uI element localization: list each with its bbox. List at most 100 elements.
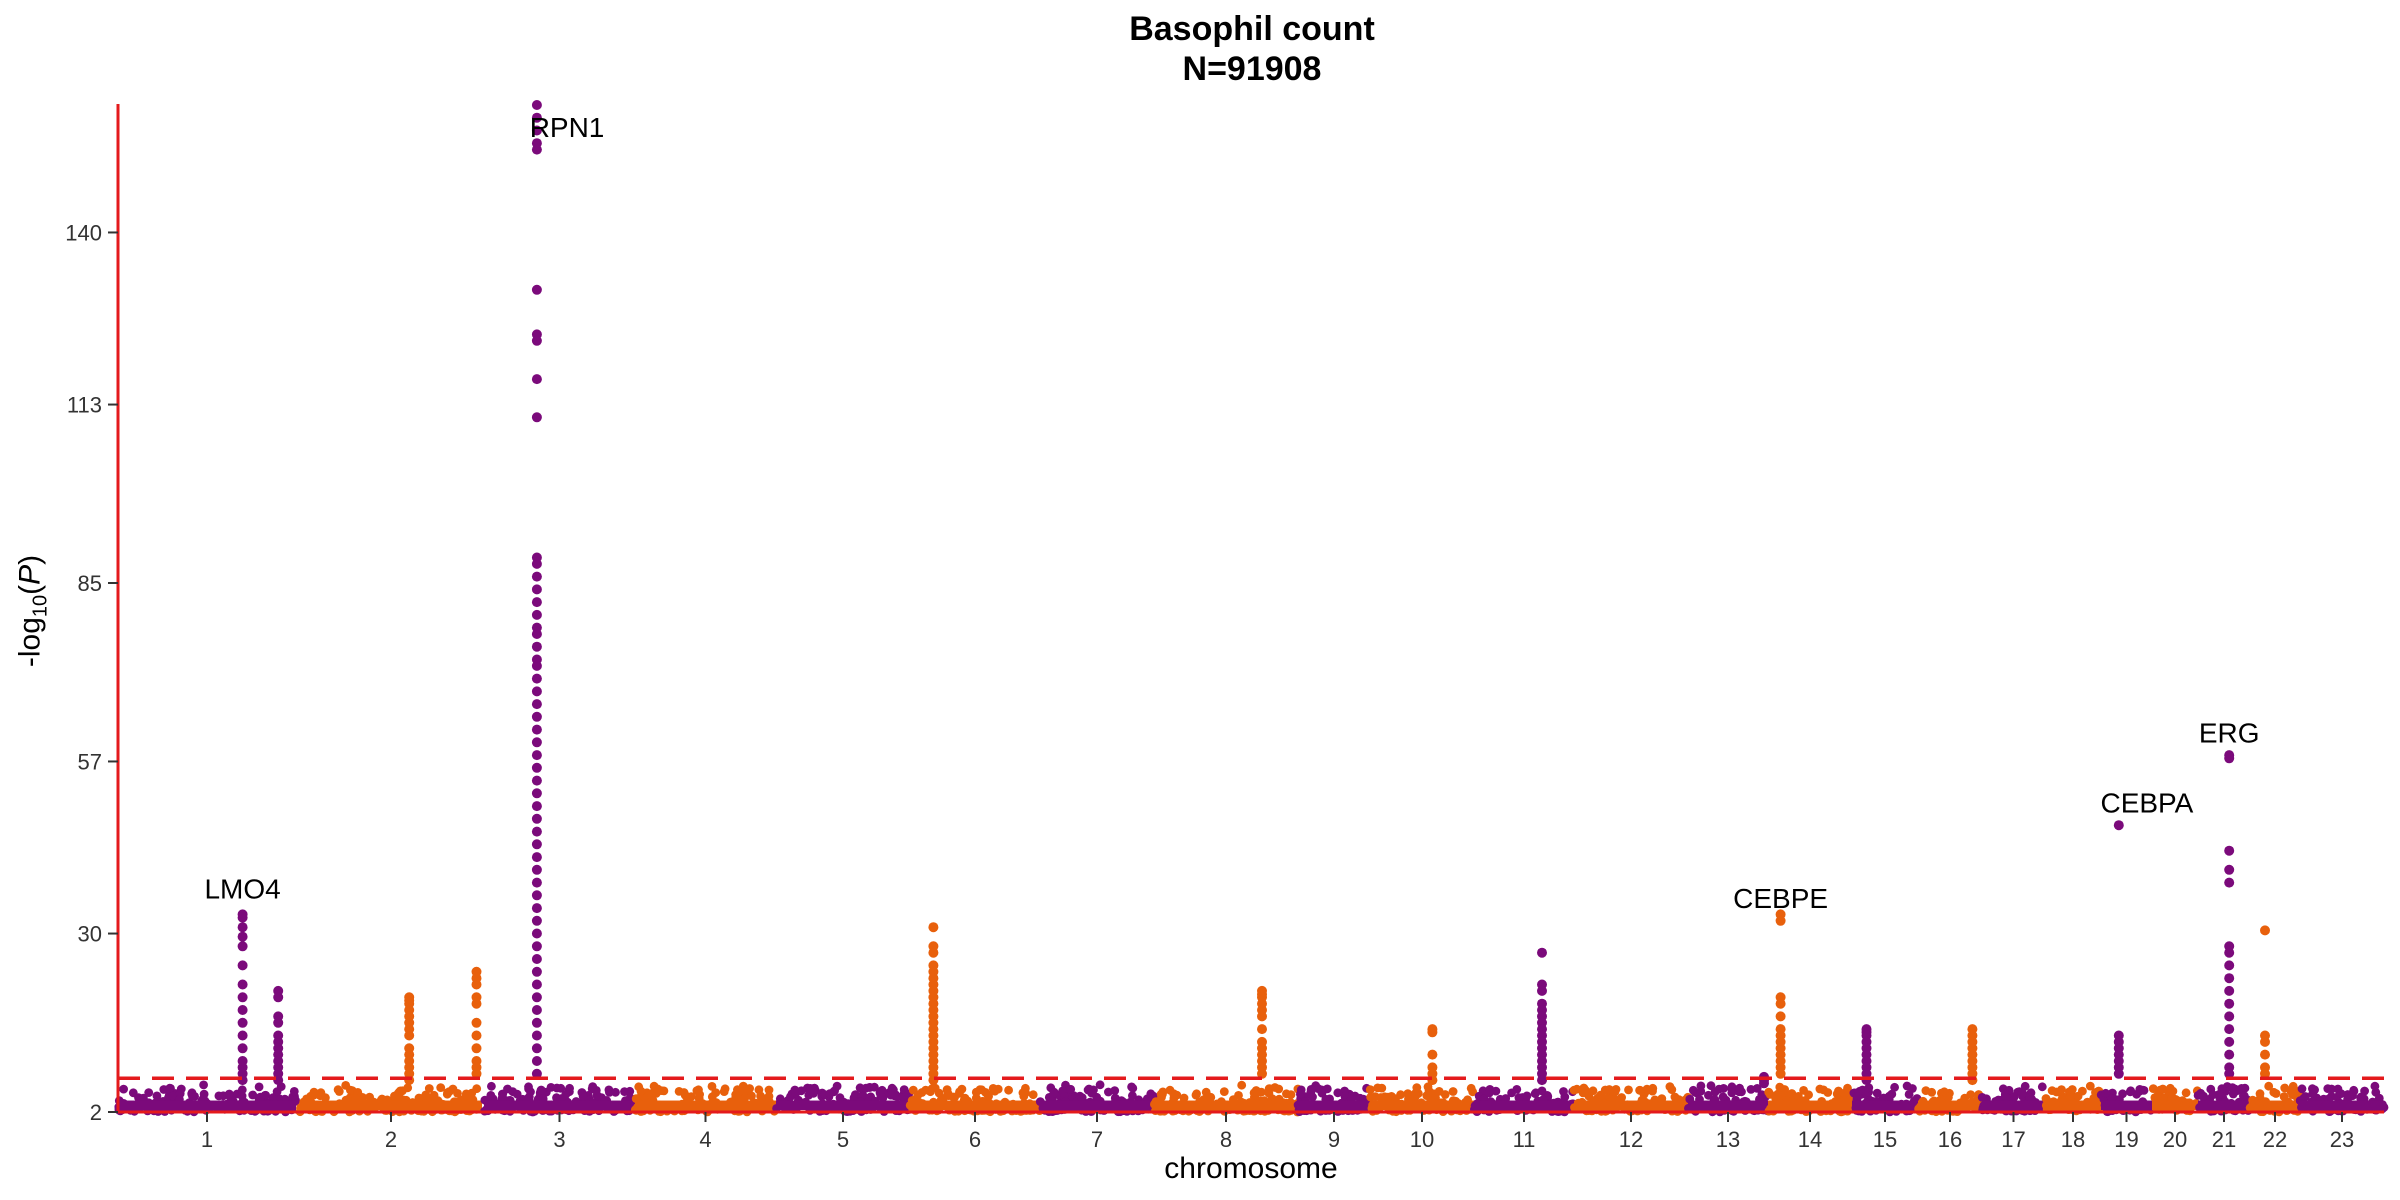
peak-point — [2224, 973, 2235, 984]
peak-point — [531, 711, 542, 722]
peak-point — [531, 699, 542, 710]
gene-annotation: ERG — [2199, 717, 2260, 748]
gene-annotation: CEBPA — [2100, 787, 2193, 818]
peak-point — [531, 915, 542, 926]
baseline-band — [1918, 1100, 1982, 1110]
background-point — [588, 1082, 598, 1091]
peak-point — [531, 673, 542, 684]
peak-point — [1257, 1068, 1267, 1079]
background-point — [1727, 1082, 1737, 1092]
background-point — [187, 1088, 197, 1098]
peak-point — [1257, 1024, 1267, 1035]
background-point — [424, 1084, 434, 1093]
background-point — [346, 1085, 355, 1095]
x-tick-label: 1 — [201, 1127, 213, 1152]
background-point — [2017, 1089, 2027, 1099]
background-point — [1201, 1087, 1211, 1097]
peak-point — [531, 724, 542, 735]
background-point — [720, 1084, 730, 1094]
background-point — [2310, 1085, 2320, 1095]
background-point — [1819, 1085, 1828, 1095]
peak-point — [531, 762, 542, 773]
background-point — [414, 1093, 424, 1103]
peak-point — [1759, 1078, 1769, 1089]
peak-point — [531, 1030, 542, 1041]
x-tick-label: 16 — [1938, 1127, 1962, 1152]
peak-point — [2224, 960, 2235, 971]
background-point — [1648, 1086, 1657, 1096]
background-point — [1507, 1088, 1516, 1098]
background-point — [764, 1085, 774, 1095]
background-point — [1448, 1087, 1458, 1096]
peak-point — [531, 941, 542, 952]
peak-point — [237, 941, 248, 952]
x-tick-label: 8 — [1220, 1127, 1232, 1152]
peak-point — [531, 100, 542, 110]
background-point — [1559, 1087, 1568, 1096]
background-point — [2327, 1084, 2337, 1094]
background-point — [226, 1093, 236, 1103]
peak-point — [2260, 1036, 2270, 1047]
background-point — [2264, 1081, 2274, 1091]
background-point — [861, 1083, 871, 1093]
peak-point — [237, 931, 248, 942]
peak-point — [237, 1030, 248, 1041]
chart-subtitle: N=91908 — [1182, 50, 1322, 88]
background-point — [649, 1081, 659, 1091]
peak-point — [237, 912, 248, 923]
background-point — [2052, 1087, 2062, 1097]
peak-point — [531, 335, 542, 346]
background-point — [2158, 1084, 2168, 1094]
background-point — [1775, 1082, 1785, 1092]
background-point — [578, 1091, 588, 1101]
background-point — [741, 1086, 750, 1095]
background-point — [1434, 1087, 1444, 1096]
background-point — [1219, 1087, 1229, 1096]
background-point — [1704, 1090, 1713, 1100]
peak-point — [2224, 1024, 2235, 1035]
peak-point — [2113, 820, 2124, 831]
background-point — [1714, 1084, 1724, 1094]
background-point — [2333, 1084, 2343, 1094]
background-point — [2066, 1092, 2075, 1102]
peak-point — [531, 641, 542, 652]
baseline-band — [910, 1100, 1040, 1110]
x-tick-label: 12 — [1619, 1127, 1643, 1152]
peak-point — [237, 992, 248, 1003]
background-point — [1028, 1090, 1038, 1100]
x-tick-label: 22 — [2263, 1127, 2287, 1152]
x-tick-label: 5 — [837, 1127, 849, 1152]
peak-point — [531, 813, 542, 824]
baseline-band — [1154, 1100, 1298, 1110]
background-point — [2181, 1088, 2191, 1098]
gene-annotation: RPN1 — [530, 112, 605, 143]
x-tick-label: 2 — [385, 1127, 397, 1152]
peak-point — [531, 660, 542, 671]
background-point — [647, 1090, 656, 1100]
background-point — [2370, 1081, 2380, 1091]
background-point — [1365, 1085, 1375, 1094]
y-label-sub: 10 — [29, 594, 52, 618]
x-tick-label: 4 — [699, 1127, 711, 1152]
background-point — [1066, 1084, 1076, 1094]
background-point — [1977, 1093, 1987, 1102]
background-point — [1884, 1091, 1894, 1101]
background-point — [2269, 1087, 2279, 1097]
baseline-band — [484, 1100, 635, 1110]
peak-point — [531, 1005, 542, 1015]
background-point — [2279, 1092, 2289, 1101]
background-point — [1921, 1086, 1931, 1095]
background-point — [254, 1082, 264, 1092]
peak-point — [531, 609, 542, 620]
background-point — [604, 1085, 614, 1095]
background-point — [546, 1083, 556, 1092]
background-point — [2199, 1091, 2208, 1101]
peak-point — [2224, 864, 2235, 875]
x-tick-label: 10 — [1410, 1127, 1434, 1152]
peak-point — [2224, 845, 2235, 856]
background-point — [1904, 1090, 1914, 1099]
background-point — [731, 1090, 741, 1099]
x-tick-label: 15 — [1873, 1127, 1897, 1152]
background-point — [1794, 1092, 1803, 1101]
peak-point — [1775, 998, 1786, 1009]
